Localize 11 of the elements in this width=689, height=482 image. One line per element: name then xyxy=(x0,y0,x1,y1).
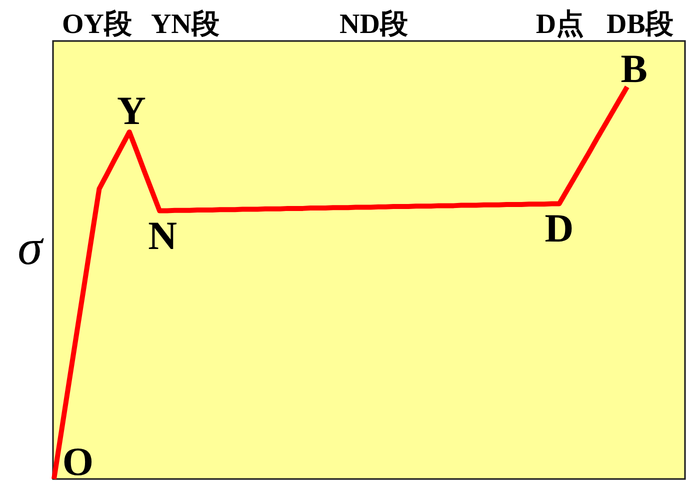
point-label: Y xyxy=(116,88,146,133)
point-label: O xyxy=(62,439,94,482)
point-label: B xyxy=(620,46,648,91)
span-label: D点 xyxy=(536,9,584,40)
span-label: OY段 xyxy=(62,9,132,40)
span-label: YN段 xyxy=(150,9,220,40)
point-label: N xyxy=(148,212,177,258)
span-label: DB段 xyxy=(606,9,674,40)
span-label: ND段 xyxy=(340,9,408,40)
ylabel: σ xyxy=(18,219,42,275)
point-label: D xyxy=(544,206,574,251)
